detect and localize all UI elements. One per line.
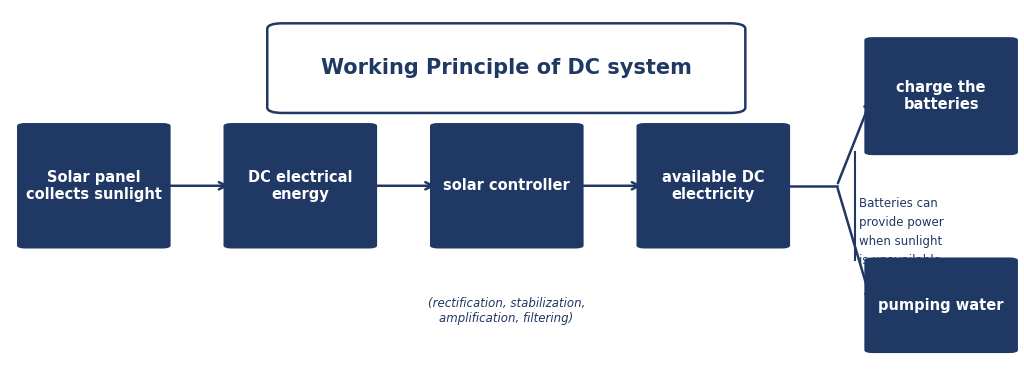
Text: available DC
electricity: available DC electricity bbox=[662, 169, 765, 202]
FancyBboxPatch shape bbox=[223, 123, 377, 249]
FancyBboxPatch shape bbox=[17, 123, 171, 249]
Text: DC electrical
energy: DC electrical energy bbox=[248, 169, 352, 202]
Text: solar controller: solar controller bbox=[443, 178, 570, 193]
Text: Solar panel
collects sunlight: Solar panel collects sunlight bbox=[26, 169, 162, 202]
Text: charge the
batteries: charge the batteries bbox=[896, 80, 986, 112]
Text: Working Principle of DC system: Working Principle of DC system bbox=[321, 58, 692, 78]
Text: pumping water: pumping water bbox=[879, 298, 1004, 313]
Text: (rectification, stabilization,
amplification, filtering): (rectification, stabilization, amplifica… bbox=[428, 297, 585, 325]
FancyBboxPatch shape bbox=[864, 257, 1018, 353]
FancyBboxPatch shape bbox=[864, 37, 1018, 155]
FancyBboxPatch shape bbox=[637, 123, 791, 249]
Text: Batteries can
provide power
when sunlight
is unavailable: Batteries can provide power when sunligh… bbox=[859, 197, 944, 268]
FancyBboxPatch shape bbox=[430, 123, 584, 249]
FancyBboxPatch shape bbox=[267, 23, 745, 113]
